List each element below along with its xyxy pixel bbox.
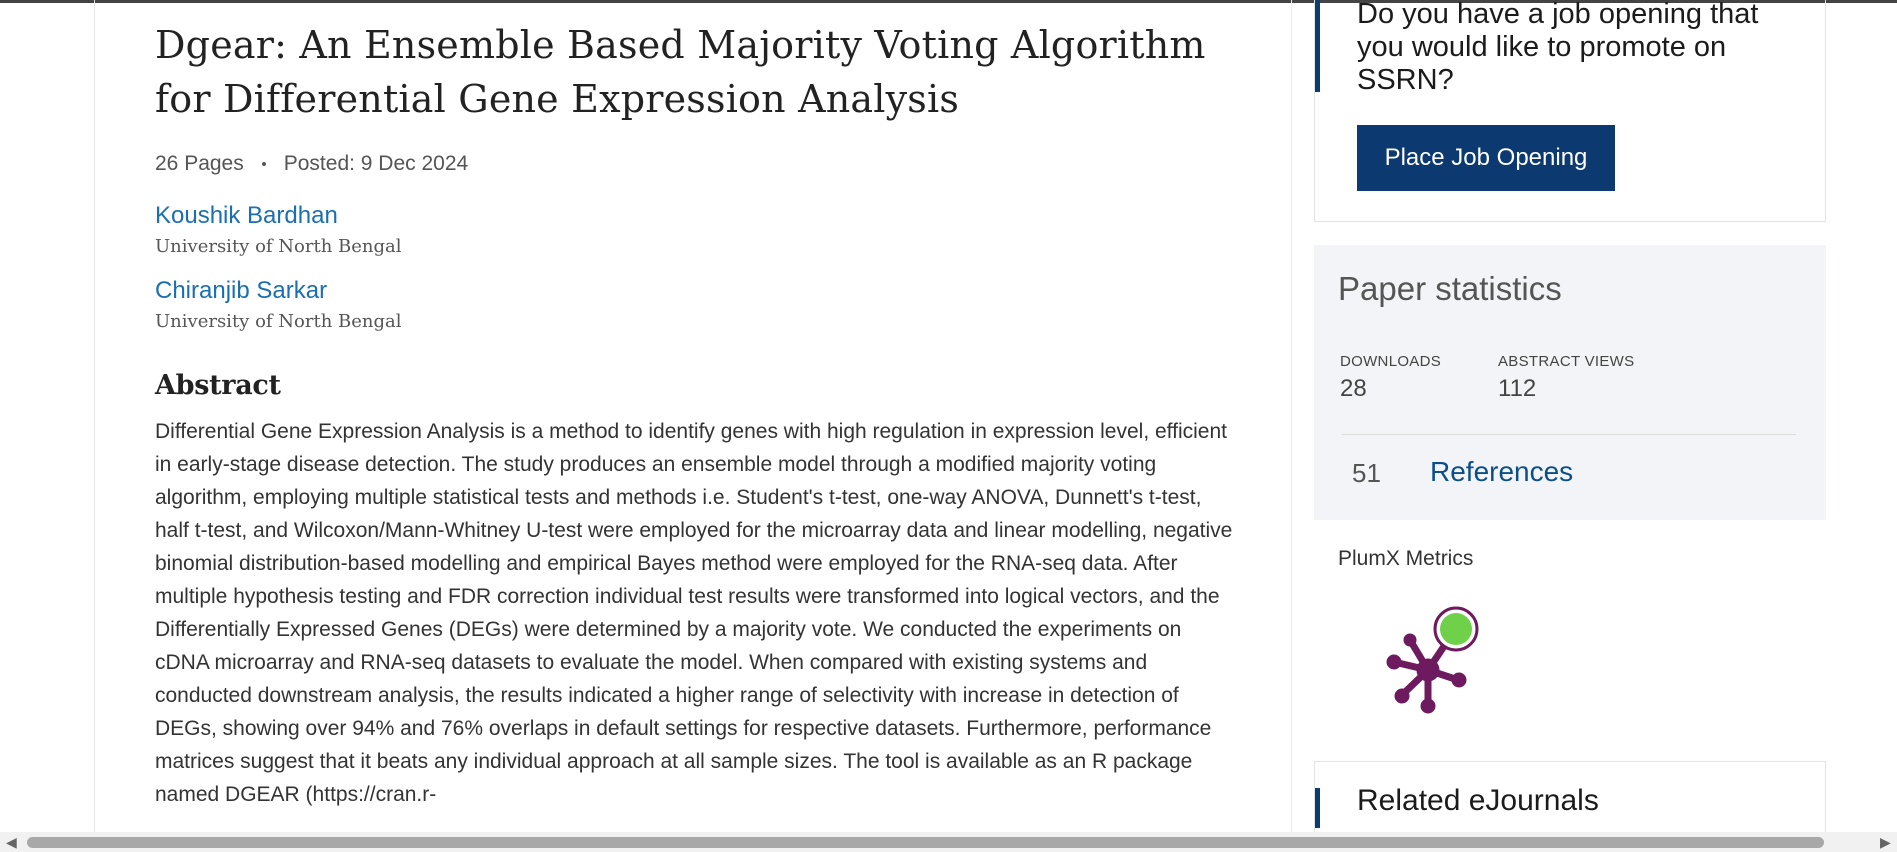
author-2: Chiranjib Sarkar University of North Ben… [155, 277, 1235, 332]
paper-meta: 26 Pages Posted: 9 Dec 2024 [155, 152, 1235, 176]
top-border [0, 0, 1897, 3]
paper-statistics: Paper statistics DOWNLOADS 28 ABSTRACT V… [1314, 245, 1826, 520]
author-link[interactable]: Koushik Bardhan [155, 202, 338, 229]
place-job-opening-button[interactable]: Place Job Opening [1357, 125, 1615, 191]
accent-bar [1315, 0, 1320, 92]
author-1: Koushik Bardhan University of North Beng… [155, 202, 1235, 257]
references-count: 51 [1352, 458, 1381, 488]
column-divider [1291, 0, 1292, 832]
page-title: Dgear: An Ensemble Based Majority Voting… [155, 23, 1206, 121]
downloads-label: DOWNLOADS [1340, 353, 1442, 370]
author-link[interactable]: Chiranjib Sarkar [155, 277, 328, 304]
scrollbar-thumb[interactable] [27, 837, 1824, 848]
statistics-heading: Paper statistics [1338, 270, 1562, 307]
scroll-right-icon[interactable]: ▶ [1880, 834, 1891, 850]
abstract-views-count: 112 [1498, 375, 1537, 402]
paper-main: Dgear: An Ensemble Based Majority Voting… [155, 18, 1235, 811]
job-opening-box: Do you have a job opening that you would… [1314, 0, 1826, 222]
plumx-logo-icon[interactable] [1380, 600, 1485, 715]
abstract-views-label: ABSTRACT VIEWS [1498, 353, 1635, 370]
left-divider [94, 0, 95, 832]
meta-separator [261, 162, 266, 166]
scroll-left-icon[interactable]: ◀ [6, 834, 17, 850]
accent-bar [1315, 788, 1320, 828]
plumx-label[interactable]: PlumX Metrics [1338, 547, 1474, 570]
abstract-heading: Abstract [155, 370, 281, 401]
abstract-text: Differential Gene Expression Analysis is… [155, 420, 1233, 806]
downloads-count: 28 [1340, 375, 1367, 402]
page-count: 26 Pages [155, 152, 244, 175]
horizontal-scrollbar[interactable]: ◀ ▶ [0, 832, 1897, 852]
related-ejournals-heading: Related eJournals [1357, 784, 1599, 817]
author-affiliation: University of North Bengal [155, 236, 402, 257]
references-link[interactable]: References [1430, 456, 1574, 487]
author-affiliation: University of North Bengal [155, 311, 402, 332]
job-prompt: Do you have a job opening that you would… [1357, 0, 1759, 96]
posted-date: Posted: 9 Dec 2024 [283, 152, 469, 175]
stats-divider [1342, 434, 1796, 435]
